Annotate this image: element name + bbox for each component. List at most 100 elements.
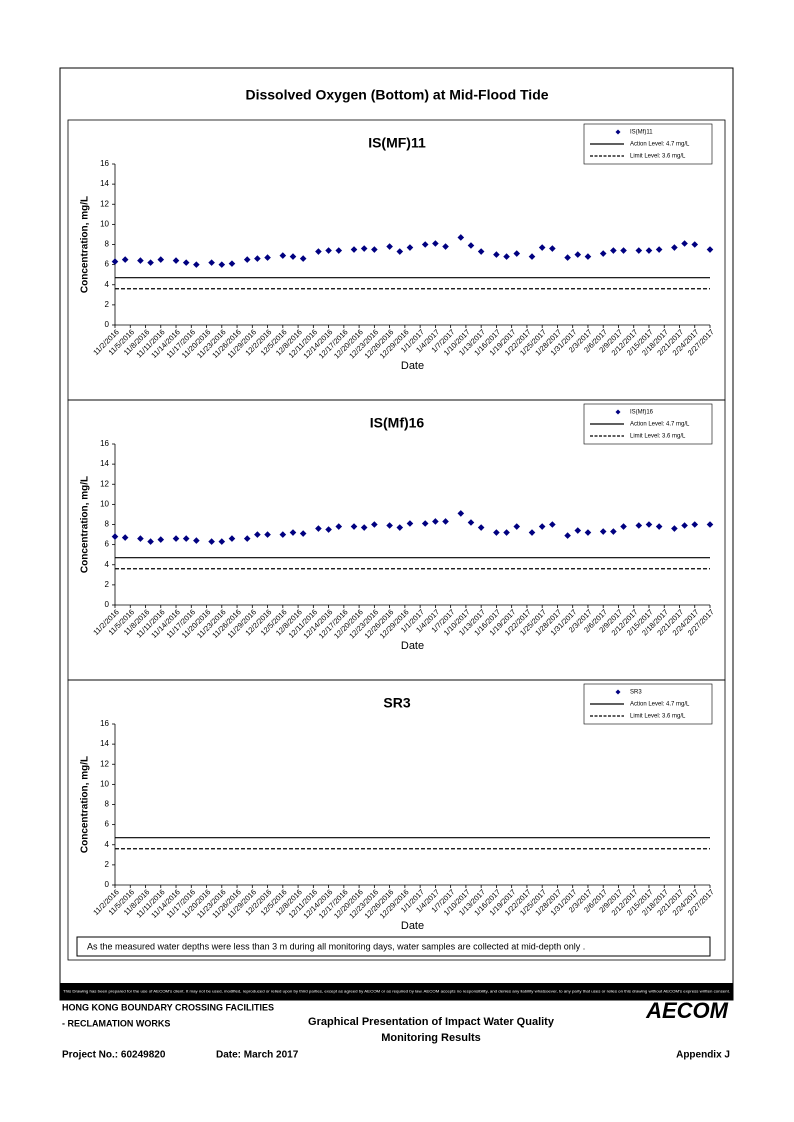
y-tick-label: 16 bbox=[100, 439, 109, 448]
data-point bbox=[360, 524, 368, 531]
y-tick-label: 12 bbox=[100, 479, 109, 488]
data-point bbox=[421, 520, 429, 527]
company-line: - RECLAMATION WORKS bbox=[62, 1018, 170, 1028]
data-point bbox=[620, 247, 627, 254]
y-tick-label: 14 bbox=[100, 739, 109, 748]
logo: AECOM bbox=[645, 998, 729, 1023]
data-point bbox=[254, 531, 261, 538]
data-point bbox=[442, 518, 449, 525]
data-point bbox=[350, 246, 358, 253]
data-point bbox=[528, 253, 536, 260]
data-point bbox=[147, 259, 154, 266]
data-point bbox=[610, 528, 617, 535]
y-tick-label: 14 bbox=[100, 179, 109, 188]
data-point bbox=[111, 258, 119, 265]
data-point bbox=[432, 518, 439, 525]
data-point bbox=[182, 259, 190, 266]
y-axis-label: Concentration, mg/L bbox=[80, 196, 91, 293]
y-tick-label: 4 bbox=[105, 560, 110, 569]
data-point bbox=[513, 523, 521, 530]
legend-label: Limit Level: 3.6 mg/L bbox=[630, 154, 686, 160]
data-point bbox=[121, 534, 129, 541]
data-point bbox=[691, 521, 699, 528]
y-tick-label: 16 bbox=[100, 159, 109, 168]
chart-panel bbox=[67, 679, 726, 961]
legend-label: Action Level: 4.7 mg/L bbox=[630, 422, 690, 428]
data-point bbox=[279, 531, 287, 538]
data-point bbox=[299, 255, 307, 262]
data-point bbox=[564, 254, 571, 261]
data-point bbox=[147, 538, 154, 545]
data-point bbox=[243, 535, 251, 542]
data-point bbox=[421, 241, 429, 248]
data-point bbox=[584, 253, 592, 260]
data-point bbox=[671, 525, 678, 532]
data-point bbox=[549, 521, 556, 528]
chart-title: IS(MF)11 bbox=[368, 135, 426, 151]
data-point bbox=[218, 261, 226, 268]
page-frame bbox=[59, 67, 734, 1001]
y-tick-label: 8 bbox=[105, 800, 110, 809]
project-no: Project No.: 60249820 bbox=[62, 1050, 166, 1061]
data-point bbox=[406, 244, 414, 251]
appendix: Appendix J bbox=[676, 1050, 730, 1061]
data-point bbox=[574, 527, 582, 534]
y-tick-label: 2 bbox=[105, 580, 110, 589]
data-point bbox=[335, 247, 343, 254]
charts: IS(MF)11024681012141611/2/201611/5/20161… bbox=[67, 119, 726, 961]
legend-marker bbox=[615, 129, 621, 135]
company-line: HONG KONG BOUNDARY CROSSING FACILITIES bbox=[62, 1002, 274, 1012]
data-point bbox=[406, 520, 414, 527]
data-point bbox=[599, 528, 607, 535]
data-point bbox=[549, 245, 556, 252]
data-point bbox=[442, 243, 449, 250]
y-tick-label: 12 bbox=[100, 759, 109, 768]
page-title: Dissolved Oxygen (Bottom) at Mid-Flood T… bbox=[245, 87, 548, 103]
x-axis-label: Date bbox=[401, 360, 424, 372]
y-tick-label: 6 bbox=[105, 540, 110, 549]
data-point bbox=[121, 256, 129, 263]
data-point bbox=[655, 523, 663, 530]
disclaimer-bar bbox=[60, 983, 733, 1000]
legend-label: Action Level: 4.7 mg/L bbox=[630, 142, 690, 148]
data-point bbox=[157, 256, 165, 263]
legend-box bbox=[583, 683, 713, 725]
y-tick-label: 2 bbox=[105, 300, 110, 309]
data-point bbox=[610, 247, 617, 254]
data-point bbox=[371, 246, 378, 253]
y-tick-label: 2 bbox=[105, 860, 110, 869]
data-point bbox=[254, 255, 261, 262]
data-point bbox=[599, 250, 607, 257]
data-point bbox=[264, 531, 271, 538]
data-point bbox=[228, 535, 236, 542]
data-point bbox=[457, 510, 465, 517]
data-point bbox=[681, 240, 688, 247]
data-point bbox=[386, 522, 393, 529]
data-point bbox=[477, 524, 485, 531]
data-point bbox=[645, 247, 653, 254]
y-tick-label: 6 bbox=[105, 820, 110, 829]
legend-label: Limit Level: 3.6 mg/L bbox=[630, 714, 686, 720]
y-tick-label: 0 bbox=[105, 600, 110, 609]
chart-title: SR3 bbox=[383, 695, 410, 711]
legend-marker bbox=[615, 409, 621, 415]
y-tick-label: 4 bbox=[105, 280, 110, 289]
data-point bbox=[493, 251, 500, 258]
y-tick-label: 10 bbox=[100, 499, 109, 508]
data-point bbox=[503, 529, 510, 536]
data-point bbox=[564, 532, 571, 539]
data-point bbox=[182, 535, 190, 542]
data-point bbox=[706, 521, 714, 528]
x-axis-label: Date bbox=[401, 640, 424, 652]
y-tick-label: 8 bbox=[105, 520, 110, 529]
data-point bbox=[172, 257, 180, 264]
data-point bbox=[681, 522, 688, 529]
data-point bbox=[315, 525, 322, 532]
legend-label: IS(Mf)11 bbox=[630, 130, 653, 136]
data-point bbox=[467, 242, 475, 249]
data-point bbox=[513, 250, 521, 257]
data-point bbox=[706, 246, 714, 253]
data-point bbox=[574, 251, 582, 258]
data-point bbox=[493, 529, 500, 536]
